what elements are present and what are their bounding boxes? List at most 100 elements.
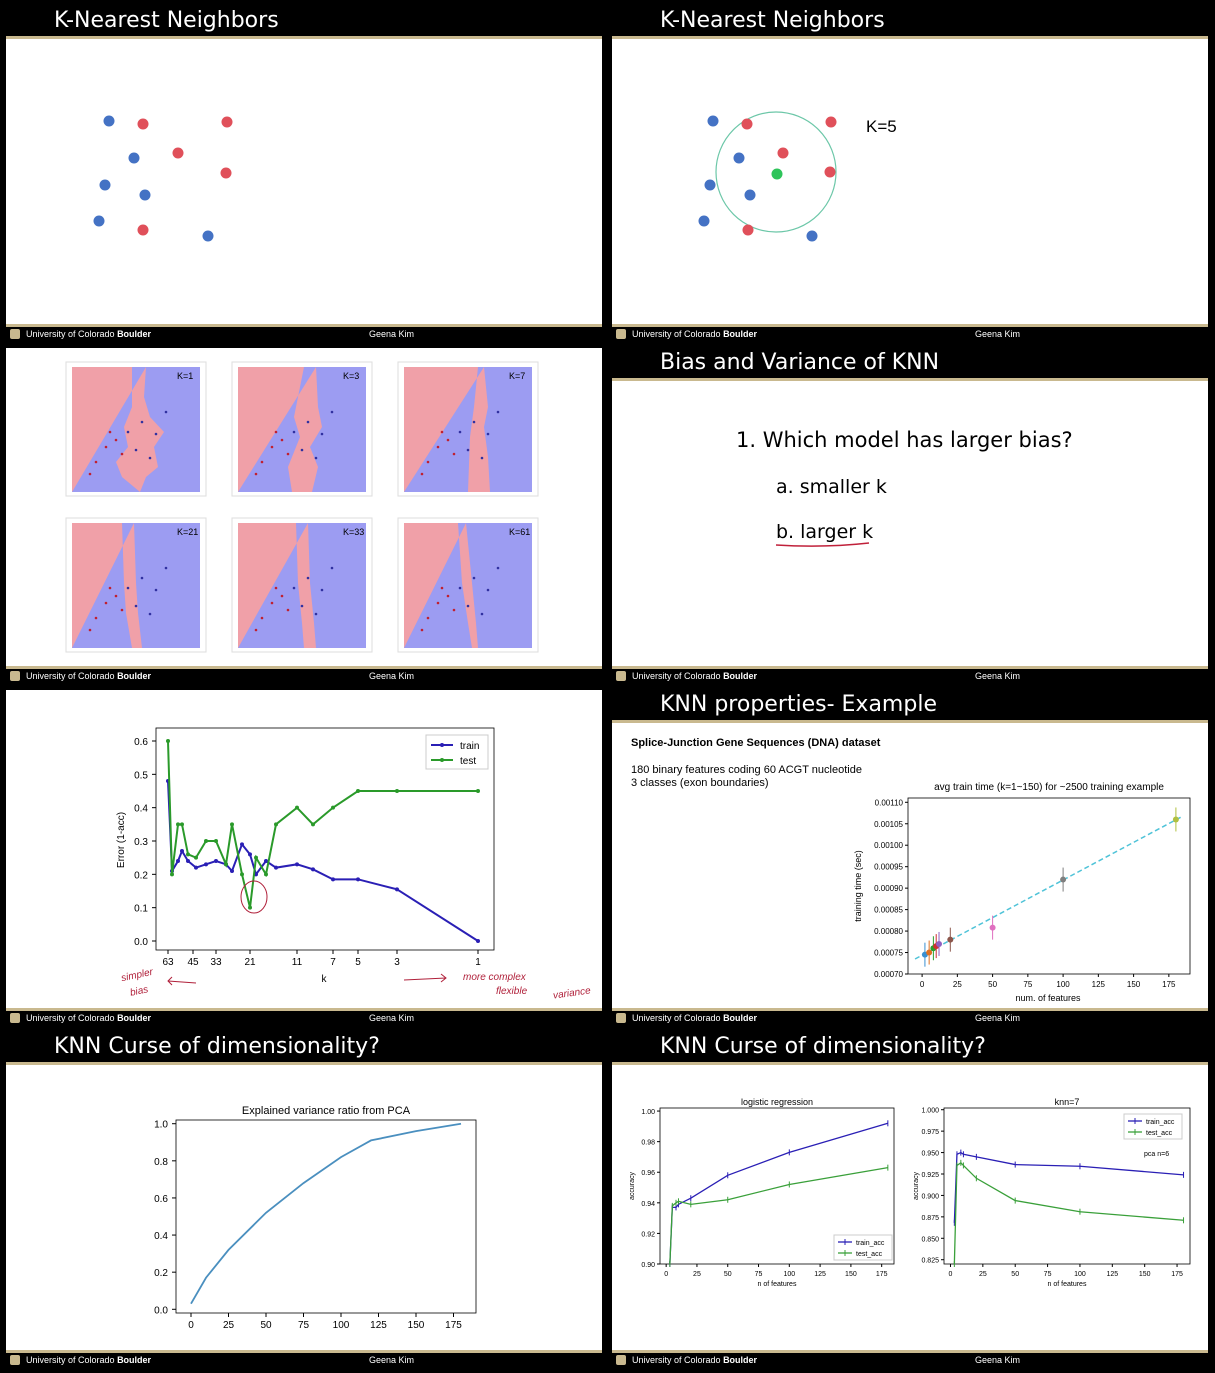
x-tick-label: 0 (188, 1320, 194, 1331)
red-point (220, 167, 232, 179)
y-tick-label: 0.8 (154, 1157, 168, 1168)
legend-marker (440, 758, 444, 762)
data-point (446, 594, 450, 598)
y-tick-label: 0.0 (134, 937, 148, 948)
data-point (260, 616, 264, 620)
annotation-flexible: flexible (496, 986, 528, 997)
data-point (120, 608, 124, 612)
dataset-desc-1: 180 binary features coding 60 ACGT nucle… (631, 764, 862, 776)
x-tick-label: 21 (244, 957, 256, 968)
y-tick-label: 0.925 (921, 1172, 939, 1179)
x-tick-label: 150 (1139, 1271, 1151, 1278)
data-point (947, 936, 954, 943)
x-tick-label: 175 (1171, 1271, 1183, 1278)
points (698, 115, 837, 242)
slide-footer: University of Colorado Boulder Geena Kim (6, 324, 602, 341)
series-point-test (186, 852, 190, 857)
x-tick-label: 100 (1056, 980, 1070, 989)
data-point (440, 586, 444, 590)
y-tick-label: 0.5 (134, 770, 148, 781)
data-point (114, 438, 118, 442)
footer-university-bold: Boulder (723, 1013, 758, 1023)
x-tick-label: 125 (370, 1320, 387, 1331)
boundary-panel: K=3 (231, 361, 373, 497)
series-point-train (311, 867, 315, 872)
slide-title: KNN properties- Example (660, 692, 937, 717)
footer-university-bold: Boulder (117, 1013, 152, 1023)
red-point (825, 116, 837, 128)
slide-footer: University of Colorado Boulder Geena Kim (612, 666, 1208, 683)
slide-footer: University of Colorado Boulder Geena Kim (6, 666, 602, 683)
data-point (154, 432, 158, 436)
footer-university: University of Colorado (632, 1355, 721, 1365)
pca-variance-chart: Explained variance ratio from PCA 0.0 0.2 0… (154, 1105, 477, 1331)
university-logo-icon (616, 329, 626, 339)
y-tick-label: 0.4 (154, 1231, 168, 1242)
y-tick-label: 0.2 (154, 1268, 168, 1279)
red-point (172, 147, 184, 159)
y-tick-label: 0.4 (134, 804, 148, 815)
data-point (314, 456, 318, 460)
slide-footer: University of Colorado Boulder Geena Kim (6, 1008, 602, 1025)
boundary-panel: K=61 (397, 517, 539, 653)
university-logo-icon (10, 1013, 20, 1023)
series-point-test (295, 805, 299, 810)
data-point (104, 601, 108, 605)
slide-title-bar: KNN Curse of dimensionality? (6, 1032, 602, 1065)
x-tick-label: 7 (330, 957, 336, 968)
x-tick-label: 125 (1092, 980, 1106, 989)
x-tick-label: 150 (845, 1271, 857, 1278)
data-point (496, 566, 500, 570)
slide-title-bar: K-Nearest Neighbors (612, 6, 1208, 39)
variance-curve (190, 1122, 462, 1305)
y-tick-label: 0.975 (921, 1129, 939, 1136)
y-tick-label: 0.2 (134, 870, 148, 881)
slide-footer: University of Colorado Boulder Geena Kim (6, 1350, 602, 1367)
k-label: K=5 (866, 117, 897, 136)
series-line-train_acc (669, 1122, 889, 1265)
y-tick-label: 1.00 (641, 1109, 655, 1116)
footer-university: University of Colorado (26, 671, 115, 681)
red-point (221, 116, 233, 128)
x-tick-label: 125 (1106, 1271, 1118, 1278)
footer-university: University of Colorado (26, 1013, 115, 1023)
slide-curse-pca: KNN Curse of dimensionality? Explained v… (6, 1032, 602, 1367)
logreg-chart: logistic regression 0.90 0.92 0.94 0.96 0.98 1… (629, 1097, 895, 1288)
series-line-train_acc (953, 1151, 1184, 1223)
data-point (426, 616, 430, 620)
boundary-panel: K=1 (65, 361, 207, 497)
neighbor-circle (715, 111, 837, 233)
slide-bias-variance: Bias and Variance of KNN 1. Which model … (612, 348, 1208, 683)
university-logo-icon (616, 671, 626, 681)
series-point-train (395, 887, 399, 892)
slide-footer: University of Colorado Boulder Geena Kim (612, 324, 1208, 341)
red-region (238, 367, 322, 492)
panel-k-label: K=7 (509, 371, 525, 381)
data-point (94, 616, 98, 620)
x-axis-label: n of features (1048, 1281, 1087, 1288)
y-tick-label: 0.6 (134, 737, 148, 748)
red-point (137, 224, 149, 236)
panel-k-label: K=21 (177, 527, 198, 537)
footer-university-bold: Boulder (723, 329, 758, 339)
option-a: a. smaller k (776, 476, 887, 498)
option-b: b. larger k (776, 521, 874, 543)
data-point (280, 594, 284, 598)
boundary-panel: K=21 (65, 517, 207, 653)
slide-knn-k5: K-Nearest Neighbors K=5 University of Co… (612, 6, 1208, 341)
y-tick-label: 0.3 (134, 837, 148, 848)
series-point-test (254, 855, 258, 860)
data-point (458, 586, 462, 590)
slide-knn-intro: K-Nearest Neighbors University of Colora… (6, 6, 602, 341)
footer-university: University of Colorado (632, 1013, 721, 1023)
x-tick-label: 25 (693, 1271, 701, 1278)
data-point (989, 924, 996, 931)
series-point-train (176, 859, 180, 863)
footer-university-bold: Boulder (723, 1355, 758, 1365)
data-point (140, 576, 144, 580)
data-point (1060, 876, 1067, 883)
panel-k-label: K=1 (177, 371, 193, 381)
x-tick-label: 50 (1011, 1271, 1019, 1278)
series-point-test (331, 805, 335, 810)
data-point (108, 430, 112, 434)
